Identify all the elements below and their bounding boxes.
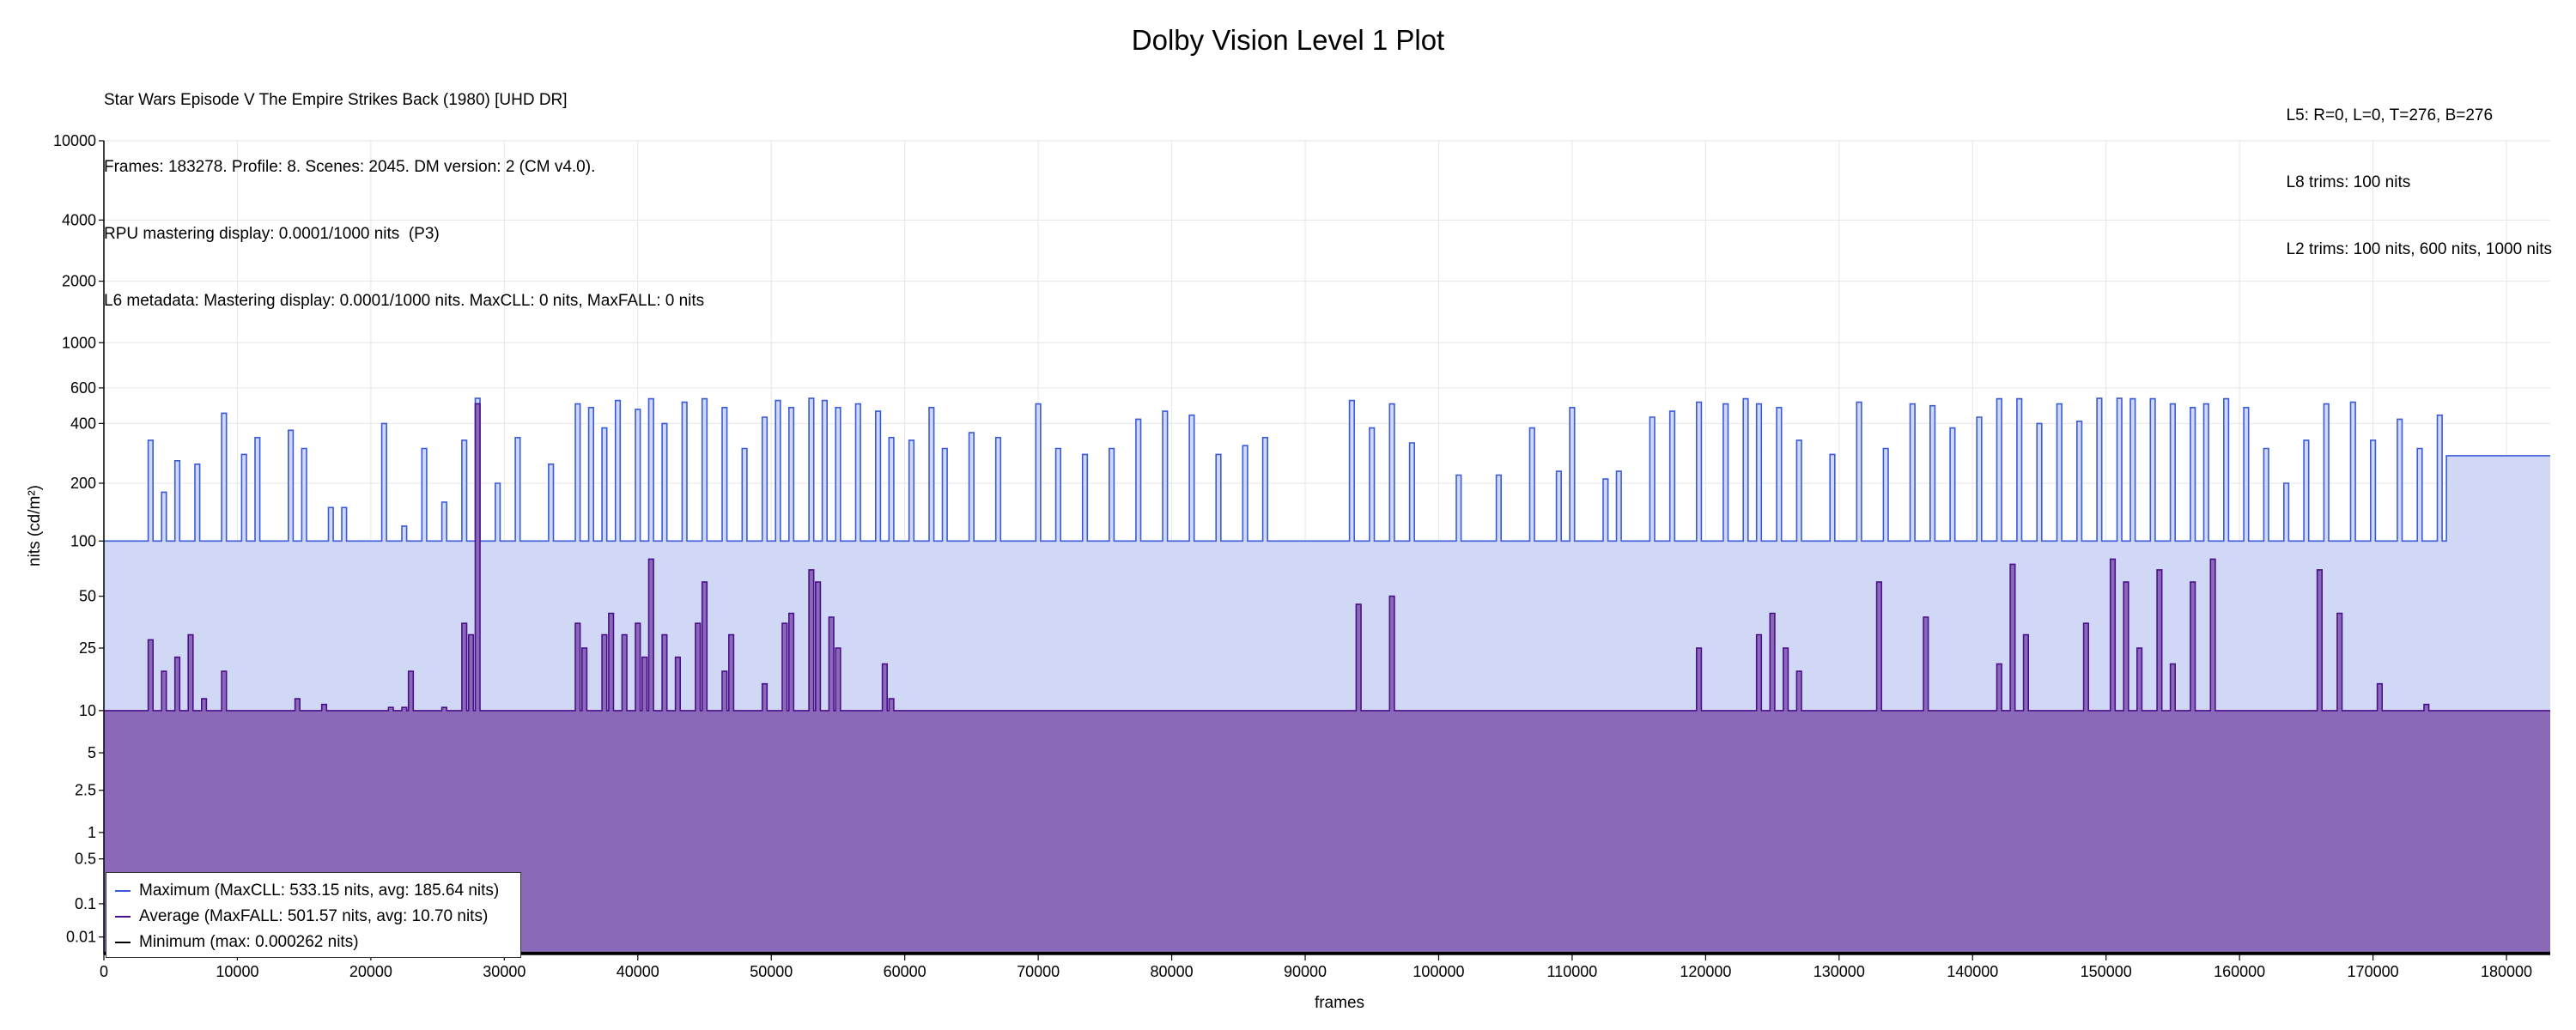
x-tick-label: 140000 (1947, 963, 1998, 980)
info-right: L5: R=0, L=0, T=276, B=276 L8 trims: 100… (2287, 60, 2552, 283)
y-tick-label: 10 (79, 702, 96, 719)
y-tick-label: 50 (79, 588, 96, 605)
y-tick-label: 2000 (62, 273, 96, 290)
x-tick-label: 60000 (884, 963, 927, 980)
legend-swatch-average (115, 916, 131, 918)
x-tick-label: 150000 (2081, 963, 2132, 980)
legend-label-minimum: Minimum (max: 0.000262 nits) (139, 933, 359, 951)
info-left: Star Wars Episode V The Empire Strikes B… (104, 45, 704, 335)
legend-swatch-maximum (115, 890, 131, 892)
y-tick-label: 4000 (62, 211, 96, 228)
series-line-1 (104, 403, 2550, 712)
x-tick-label: 50000 (750, 963, 793, 980)
x-tick-label: 110000 (1547, 963, 1598, 980)
legend-item-minimum: Minimum (max: 0.000262 nits) (115, 930, 512, 955)
x-tick-label: 80000 (1151, 963, 1194, 980)
y-tick-label: 1000 (62, 334, 96, 351)
info-right-line-1: L5: R=0, L=0, T=276, B=276 (2286, 106, 2494, 124)
x-tick-label: 170000 (2348, 963, 2399, 980)
y-tick-label: 25 (79, 639, 96, 657)
x-tick-label: 90000 (1284, 963, 1327, 980)
x-tick-label: 10000 (216, 963, 258, 980)
series-line-0 (104, 397, 2550, 542)
x-tick-label: 130000 (1814, 963, 1865, 980)
x-tick-label: 100000 (1413, 963, 1464, 980)
legend: Maximum (MaxCLL: 533.15 nits, avg: 185.6… (106, 872, 521, 958)
y-tick-label: 0.01 (66, 929, 96, 946)
y-tick-label: 0.5 (75, 851, 96, 868)
y-axis-label: nits (cd/m²) (26, 485, 44, 566)
x-axis-label: frames (1314, 994, 1365, 1012)
chart-title: Dolby Vision Level 1 Plot (1131, 24, 1445, 56)
x-tick-label: 30000 (483, 963, 526, 980)
y-tick-label: 100 (70, 532, 96, 549)
series-area-1 (104, 403, 2550, 954)
legend-item-maximum: Maximum (MaxCLL: 533.15 nits, avg: 185.6… (115, 878, 512, 904)
x-tick-label: 0 (100, 963, 108, 980)
x-tick-label: 70000 (1017, 963, 1060, 980)
info-right-line-2: L8 trims: 100 nits (2286, 173, 2411, 191)
legend-label-maximum: Maximum (MaxCLL: 533.15 nits, avg: 185.6… (139, 882, 500, 900)
y-tick-label: 200 (70, 475, 96, 492)
x-tick-label: 160000 (2214, 963, 2265, 980)
legend-swatch-minimum (115, 942, 131, 943)
y-tick-label: 10000 (53, 132, 96, 149)
y-tick-label: 5 (88, 744, 96, 761)
y-tick-label: 1 (88, 824, 96, 841)
x-tick-label: 180000 (2481, 963, 2532, 980)
x-tick-label: 40000 (617, 963, 659, 980)
info-left-line-1: Star Wars Episode V The Empire Strikes B… (104, 91, 568, 109)
y-tick-label: 600 (70, 379, 96, 397)
y-tick-label: 0.1 (75, 895, 96, 912)
x-tick-label: 20000 (349, 963, 392, 980)
info-left-line-3: RPU mastering display: 0.0001/1000 nits … (104, 225, 440, 243)
info-left-line-4: L6 metadata: Mastering display: 0.0001/1… (104, 292, 705, 310)
legend-label-average: Average (MaxFALL: 501.57 nits, avg: 10.7… (139, 907, 489, 925)
x-tick-label: 120000 (1680, 963, 1731, 980)
info-left-line-2: Frames: 183278. Profile: 8. Scenes: 2045… (104, 158, 596, 176)
y-tick-label: 400 (70, 415, 96, 432)
info-right-line-3: L2 trims: 100 nits, 600 nits, 1000 nits (2286, 240, 2552, 258)
y-tick-label: 2.5 (75, 782, 96, 799)
legend-item-average: Average (MaxFALL: 501.57 nits, avg: 10.7… (115, 904, 512, 930)
